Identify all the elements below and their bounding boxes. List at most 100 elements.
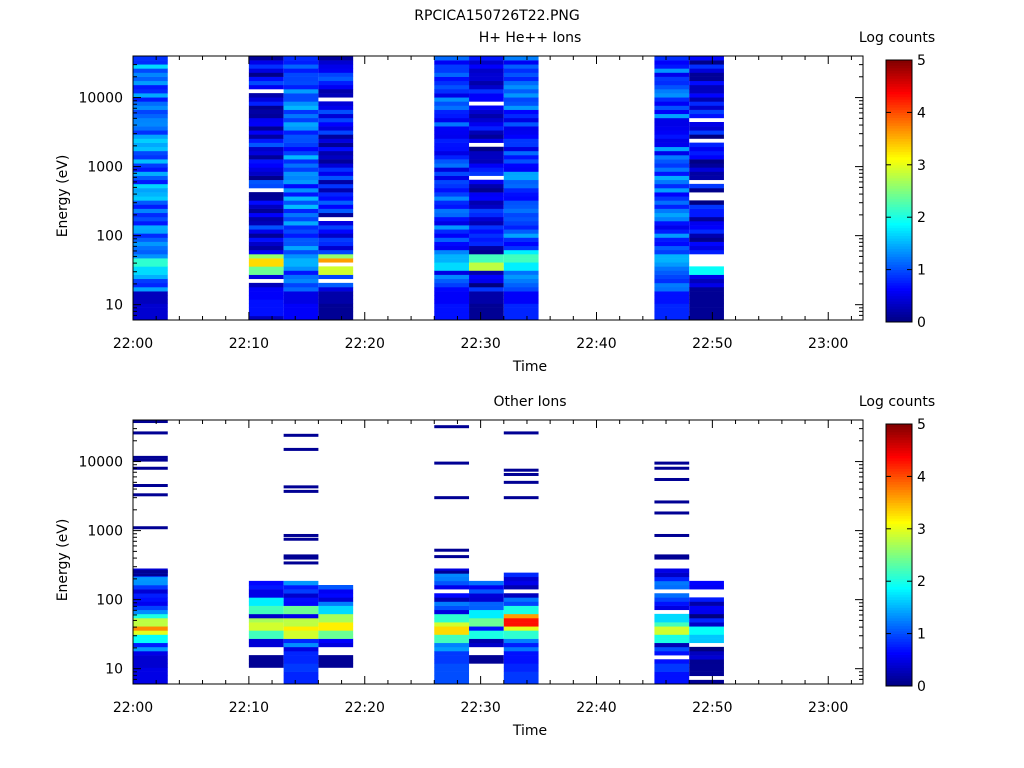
heatmap-cell <box>503 183 539 189</box>
heatmap-cell <box>248 659 284 664</box>
heatmap-cell <box>469 105 504 110</box>
colorbar-swatch <box>886 505 912 509</box>
colorbar-swatch <box>886 193 912 197</box>
colorbar-swatch <box>886 128 912 132</box>
heatmap-cell <box>434 605 470 611</box>
heatmap-cell <box>503 126 539 131</box>
colorbar-swatch <box>886 180 912 184</box>
heatmap-column <box>318 585 354 668</box>
heatmap-cell <box>689 597 724 602</box>
colorbar-swatch <box>886 67 912 71</box>
colorbar-swatch <box>886 219 912 223</box>
heatmap-cell <box>469 68 504 73</box>
colorbar-swatch <box>886 115 912 119</box>
heatmap-cell <box>318 126 354 131</box>
heatmap-cell <box>654 675 690 681</box>
heatmap-cell <box>654 605 690 611</box>
heatmap-cell <box>283 212 319 218</box>
x-tick-label: 22:20 <box>345 700 385 716</box>
heatmap-cell <box>283 188 319 193</box>
heatmap-cell <box>654 68 690 73</box>
heatmap-cell <box>283 229 319 234</box>
heatmap-cell <box>469 266 504 271</box>
heatmap-cell <box>133 155 168 160</box>
heatmap-cell <box>318 138 354 143</box>
heatmap-cell <box>689 208 724 214</box>
heatmap-cell <box>469 609 504 615</box>
heatmap-cell <box>689 638 724 644</box>
heatmap-cell <box>689 216 724 222</box>
x-tick-label: 22:30 <box>460 336 500 352</box>
heatmap-cell <box>654 163 690 168</box>
heatmap-cell <box>469 262 504 267</box>
heatmap-cell <box>283 142 319 148</box>
heatmap-cell <box>689 80 724 86</box>
colorbar-swatch <box>886 232 912 236</box>
heatmap-cell <box>689 171 724 176</box>
heatmap-cell <box>283 159 319 164</box>
heatmap-cell <box>434 638 470 644</box>
heatmap-cell <box>434 84 470 90</box>
colorbar-swatch <box>886 641 912 645</box>
heatmap-cell <box>654 60 690 65</box>
colorbar-swatch <box>886 238 912 242</box>
heatmap-cell <box>283 675 319 681</box>
heatmap-cell <box>283 663 319 668</box>
y-axis-label: Energy (eV) <box>55 519 71 602</box>
colorbar-swatch <box>886 112 912 116</box>
heatmap-cell <box>248 179 284 185</box>
heatmap-cell <box>689 175 724 181</box>
heatmap-cell <box>654 192 690 197</box>
heatmap-cell <box>503 196 539 201</box>
heatmap-cell <box>689 287 724 292</box>
colorbar-swatch <box>886 594 912 598</box>
heatmap-cell <box>503 295 539 300</box>
heatmap-cell <box>318 642 354 648</box>
colorbar-tick-label: 1 <box>917 627 926 643</box>
colorbar-swatch <box>886 678 912 682</box>
heatmap-cell <box>434 117 470 123</box>
heatmap-cell <box>133 229 168 234</box>
heatmap-column <box>283 56 319 321</box>
heatmap-cell <box>318 663 354 668</box>
heatmap-cell <box>503 468 539 472</box>
heatmap-cell <box>283 537 319 541</box>
heatmap-cell <box>503 212 539 218</box>
heatmap-cell <box>434 101 470 106</box>
colorbar-swatch <box>886 434 912 438</box>
heatmap-cell <box>318 208 354 214</box>
heatmap-cell <box>503 630 539 635</box>
x-tick-label: 22:30 <box>460 700 500 716</box>
heatmap-cell <box>434 122 470 127</box>
colorbar-swatch <box>886 481 912 485</box>
heatmap-cell <box>248 212 284 218</box>
colorbar-swatch <box>886 657 912 661</box>
heatmap-cell <box>318 634 354 639</box>
y-axis: 10 100 1000 10000 <box>78 55 863 321</box>
colorbar-swatch <box>886 264 912 268</box>
colorbar-swatch <box>886 311 912 315</box>
colorbar-swatch <box>886 486 912 490</box>
heatmap-cell <box>434 163 470 168</box>
heatmap-cell <box>133 188 168 193</box>
heatmap-cell <box>318 315 354 321</box>
colorbar-swatch <box>886 662 912 666</box>
heatmap-cell <box>133 466 168 470</box>
heatmap-cell <box>469 593 504 598</box>
heatmap-cell <box>283 56 319 61</box>
heatmap-cell <box>318 295 354 300</box>
heatmap-cell <box>469 589 504 594</box>
heatmap-column <box>503 56 539 321</box>
heatmap-cell <box>133 76 168 82</box>
heatmap-cell <box>133 225 168 230</box>
heatmap-cell <box>283 179 319 185</box>
colorbar-swatch <box>886 261 912 265</box>
heatmap-cell <box>283 634 319 639</box>
heatmap-cell <box>283 303 319 308</box>
heatmap-cell <box>469 601 504 606</box>
heatmap-cell <box>503 241 539 247</box>
heatmap-cell <box>283 72 319 77</box>
heatmap-cell <box>469 126 504 131</box>
colorbar-swatch <box>886 248 912 252</box>
colorbar-swatch <box>886 431 912 435</box>
